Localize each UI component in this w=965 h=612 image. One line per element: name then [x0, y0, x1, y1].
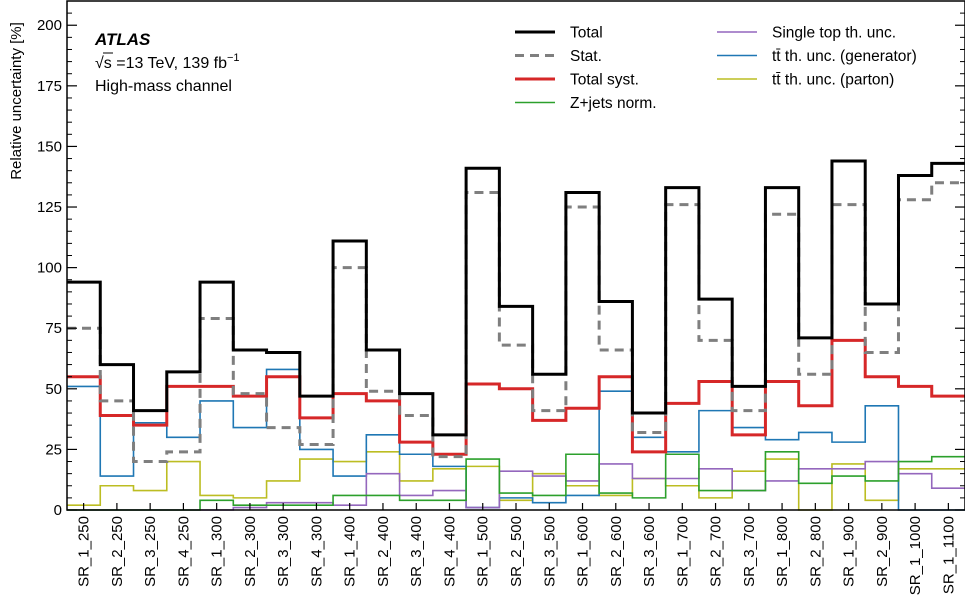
legend-label-total-syst: Total syst. [570, 72, 639, 89]
x-tick-label: SR_1_600 [575, 516, 592, 587]
legend-label-single-top-th-unc: Single top th. unc. [772, 25, 896, 42]
y-tick-label: 50 [45, 381, 62, 398]
y-axis-title: Relative uncertainty [%] [8, 22, 25, 180]
legend-label-z-jets-norm: Z+jets norm. [570, 95, 657, 112]
x-tick-label: SR_1_300 [209, 516, 226, 587]
x-tick-label: SR_2_900 [874, 516, 891, 587]
legend-label-tt-th-unc-parton: tt̄ th. unc. (parton) [772, 72, 894, 89]
legend: Total Stat. Total syst. Z+jets norm. Single … [515, 25, 917, 112]
x-tick-label: SR_2_400 [375, 516, 392, 587]
x-tick-label: SR_1_900 [841, 516, 858, 587]
y-tick-label: 25 [45, 441, 62, 458]
y-tick-label: 125 [37, 199, 62, 216]
x-tick-label: SR_3_700 [741, 516, 758, 587]
x-tick-label: SR_2_250 [109, 516, 126, 587]
y-tick-label: 75 [45, 320, 62, 337]
atlas-annotation: ATLAS √s =13 TeV, 139 fb−1 High-mass cha… [94, 30, 240, 95]
series-total [67, 159, 965, 437]
energy-label: √s =13 TeV, 139 fb−1 [95, 52, 240, 72]
x-tick-label: SR_4_250 [175, 516, 192, 587]
x-tick-label: SR_2_800 [807, 516, 824, 587]
series-tt-th-unc-generator [67, 368, 965, 511]
series-layer [67, 159, 965, 511]
x-tick-label: SR_1_250 [76, 516, 93, 587]
x-tick-label: SR_3_250 [142, 516, 159, 587]
x-tick-label: SR_1_1000 [907, 516, 924, 595]
x-tick-label: SR_2_700 [708, 516, 725, 587]
series-z-jets-norm [67, 451, 965, 511]
x-tick-label: SR_1_1100 [940, 516, 957, 594]
x-tick-label: SR_4_400 [441, 516, 458, 587]
x-tick-label: SR_2_600 [608, 516, 625, 587]
legend-label-tt-th-unc-generator: tt̄ th. unc. (generator) [772, 48, 917, 65]
x-tick-label: SR_4_300 [308, 516, 325, 587]
axis-layer: 0 25 50 75 100 125 150 175 200 SR_1_250 SR_2_250 SR… [37, 12, 965, 595]
legend-label-stat: Stat. [570, 48, 602, 65]
y-tick-label: 100 [37, 260, 62, 277]
x-tick-label: SR_3_300 [275, 516, 292, 587]
x-tick-label: SR_1_800 [774, 516, 791, 587]
x-tick-label: SR_1_500 [475, 516, 492, 587]
energy-sup: −1 [227, 52, 240, 64]
y-tick-label: 175 [37, 78, 62, 95]
x-tick-label: SR_3_500 [541, 516, 558, 587]
x-tick-label: SR_3_400 [408, 516, 425, 587]
x-tick-label: SR_2_300 [242, 516, 259, 587]
y-tick-label: 150 [37, 138, 62, 155]
legend-label-total: Total [570, 25, 603, 42]
energy-text: =13 TeV, 139 fb [112, 55, 227, 72]
series-single-top-th-unc [67, 460, 965, 511]
x-tick-label: SR_1_400 [342, 516, 359, 587]
atlas-label: ATLAS [94, 30, 151, 49]
series-total-syst [67, 338, 965, 456]
series-stat [67, 181, 965, 464]
energy-sqrt: √s [95, 55, 112, 72]
channel-label: High-mass channel [95, 78, 232, 95]
series-tt-th-unc-parton [67, 451, 965, 511]
y-tick-label: 0 [54, 502, 62, 519]
x-tick-label: SR_1_700 [674, 516, 691, 587]
x-tick-label: SR_2_500 [508, 516, 525, 587]
x-tick-label: SR_3_600 [641, 516, 658, 587]
y-tick-label: 200 [37, 17, 62, 34]
